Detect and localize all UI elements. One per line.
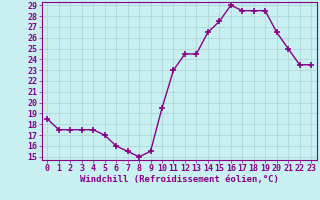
X-axis label: Windchill (Refroidissement éolien,°C): Windchill (Refroidissement éolien,°C) [80, 175, 279, 184]
